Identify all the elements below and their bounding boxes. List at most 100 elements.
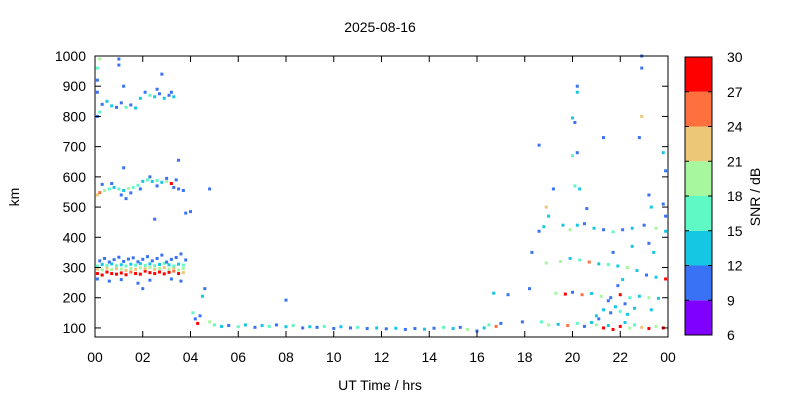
data-point [129,191,133,195]
data-point [150,259,154,263]
data-point [177,262,181,266]
data-point [609,311,613,315]
data-point [544,261,548,265]
data-point [451,327,455,331]
data-point [98,191,102,195]
data-point [542,225,546,229]
data-point [143,269,147,273]
colorbar-tick-label: 6 [727,327,735,343]
data-point [181,188,185,192]
data-point [575,90,579,94]
data-point [652,250,656,254]
data-point [637,294,641,298]
data-point [625,312,629,316]
data-point [623,302,627,306]
colorbar-segment [685,161,712,196]
data-point [179,279,183,283]
data-point [126,257,130,261]
x-tick-label: 00 [660,349,676,365]
data-point [664,214,668,218]
data-point [291,324,295,328]
data-point [100,182,104,186]
data-point [284,298,288,302]
data-point [165,260,169,264]
x-tick-label: 14 [421,349,437,365]
data-point [647,241,651,245]
data-point [506,293,510,297]
data-point [578,187,582,191]
data-point [375,326,379,330]
colorbar-tick-label: 27 [727,84,743,100]
data-point [487,323,491,327]
data-point [136,260,140,264]
data-point [181,267,185,271]
data-point [103,256,107,260]
y-axis-label: km [6,188,22,207]
data-point [571,116,574,120]
data-point [582,324,586,328]
data-point [365,327,369,331]
data-point [403,327,407,331]
y-tick-label: 100 [63,320,87,336]
data-point [544,205,548,209]
data-point [212,323,216,327]
data-points [95,54,668,333]
data-point [649,205,653,209]
data-point [122,259,126,263]
data-point [148,271,152,275]
data-point [628,326,632,330]
data-point [575,321,579,325]
data-point [594,314,598,318]
data-point [162,272,166,276]
data-point [105,266,109,270]
colorbar-tick-label: 9 [727,292,735,308]
data-point [153,272,157,276]
data-point [606,324,610,328]
colorbar-tick-label: 21 [727,153,743,169]
data-point [208,320,212,324]
data-point [348,326,352,330]
data-point [119,267,123,271]
data-point [184,211,188,215]
data-point [100,273,104,277]
data-point [95,264,99,268]
data-point [573,184,577,188]
data-point [482,326,486,330]
data-point [105,263,109,267]
data-point [117,57,121,61]
colorbar-tick-label: 15 [727,223,743,239]
colorbar-segment [685,230,712,266]
data-point [141,257,145,261]
data-point [465,327,469,331]
data-point [169,277,173,281]
data-point [594,323,598,327]
data-point [274,323,278,327]
data-point [172,264,176,268]
data-point [640,66,644,70]
data-point [322,324,326,328]
data-point [165,176,169,180]
data-point [599,294,603,298]
data-point [203,287,207,291]
data-point [559,259,563,263]
data-point [260,324,264,328]
data-point [95,90,99,94]
y-tick-label: 200 [63,290,87,306]
x-tick-label: 12 [374,349,390,365]
data-point [177,272,181,276]
data-point [551,187,555,191]
data-point [110,182,114,186]
x-tick-label: 22 [612,349,628,365]
data-point [196,321,200,325]
data-point [129,266,133,270]
data-point [664,277,668,281]
data-point [157,92,161,96]
data-point [126,186,130,190]
data-point [100,268,104,272]
data-point [587,260,591,264]
data-point [339,325,343,329]
x-tick-label: 06 [230,349,246,365]
data-point [143,267,147,271]
data-point [119,193,123,197]
